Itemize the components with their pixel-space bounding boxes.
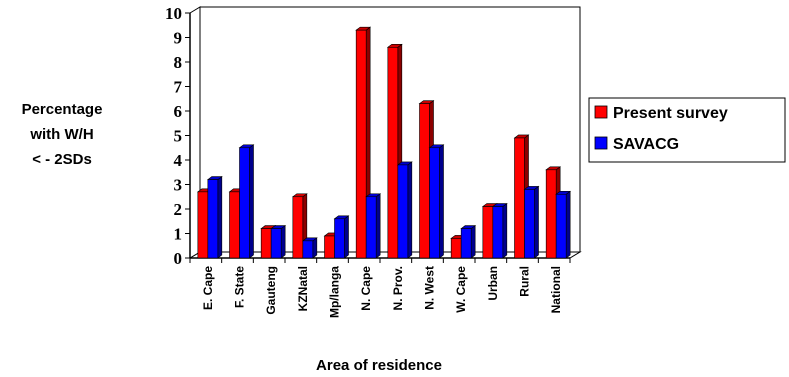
bar-savacg-3	[301, 237, 318, 259]
bar-savacg-7	[428, 144, 445, 259]
x-tick-label: Mp/langa	[328, 266, 342, 318]
legend-box	[588, 97, 786, 163]
y-tick-label: 7	[174, 78, 183, 97]
x-tick-label: E. Cape	[201, 266, 215, 310]
bar-savacg-0	[206, 176, 223, 259]
bar-savacg-11	[555, 190, 572, 259]
legend-label-present-survey: Present survey	[613, 105, 728, 122]
y-axis-label-line-3: < - 2SDs	[32, 151, 92, 168]
x-tick-label: Urban	[486, 266, 500, 301]
bar-savacg-1	[238, 144, 255, 259]
y-tick-label: 8	[174, 53, 183, 72]
legend-label-savacg: SAVACG	[613, 136, 679, 153]
y-axis-label-line-2: with W/H	[29, 126, 93, 143]
y-axis-ticks: 0 1 2 3 4 5 6 7 8 9 10	[165, 4, 190, 268]
x-tick-label: KZNatal	[296, 266, 310, 311]
bar-savacg-5	[365, 193, 382, 259]
x-tick-label: F. State	[233, 266, 247, 308]
legend-swatch-present-survey	[594, 105, 608, 119]
bar-savacg-2	[270, 225, 287, 259]
y-tick-label: 9	[174, 29, 183, 48]
x-tick-label: N. West	[423, 266, 437, 310]
legend: Present survey SAVACG	[588, 97, 786, 163]
y-tick-label: 4	[174, 151, 183, 170]
x-axis-title: Area of residence	[316, 357, 442, 374]
legend-swatch-savacg	[594, 136, 608, 150]
y-tick-label: 10	[165, 4, 182, 23]
y-tick-label: 6	[174, 102, 183, 121]
bar-savacg-4	[333, 215, 350, 259]
bar-savacg-6	[396, 161, 413, 259]
x-tick-label: N. Cape	[359, 266, 373, 311]
x-tick-label: National	[549, 266, 563, 313]
x-tick-label: W. Cape	[454, 266, 468, 313]
x-tick-label: Rural	[518, 266, 532, 297]
y-tick-label: 3	[174, 176, 183, 195]
x-tick-label: Gauteng	[264, 266, 278, 315]
y-axis-label-line-1: Percentage	[22, 101, 103, 118]
y-tick-label: 2	[174, 200, 183, 219]
y-tick-label: 0	[174, 249, 183, 268]
bar-savacg-10	[523, 185, 540, 259]
bar-savacg-9	[491, 202, 508, 259]
bars	[196, 26, 572, 259]
y-tick-label: 5	[174, 127, 183, 146]
y-tick-label: 1	[174, 225, 183, 244]
x-tick-label: N. Prov.	[391, 266, 405, 310]
bar-savacg-8	[460, 225, 477, 259]
x-axis-ticks: E. Cape F. State Gauteng KZNatal Mp/langa N. …	[189, 258, 571, 318]
